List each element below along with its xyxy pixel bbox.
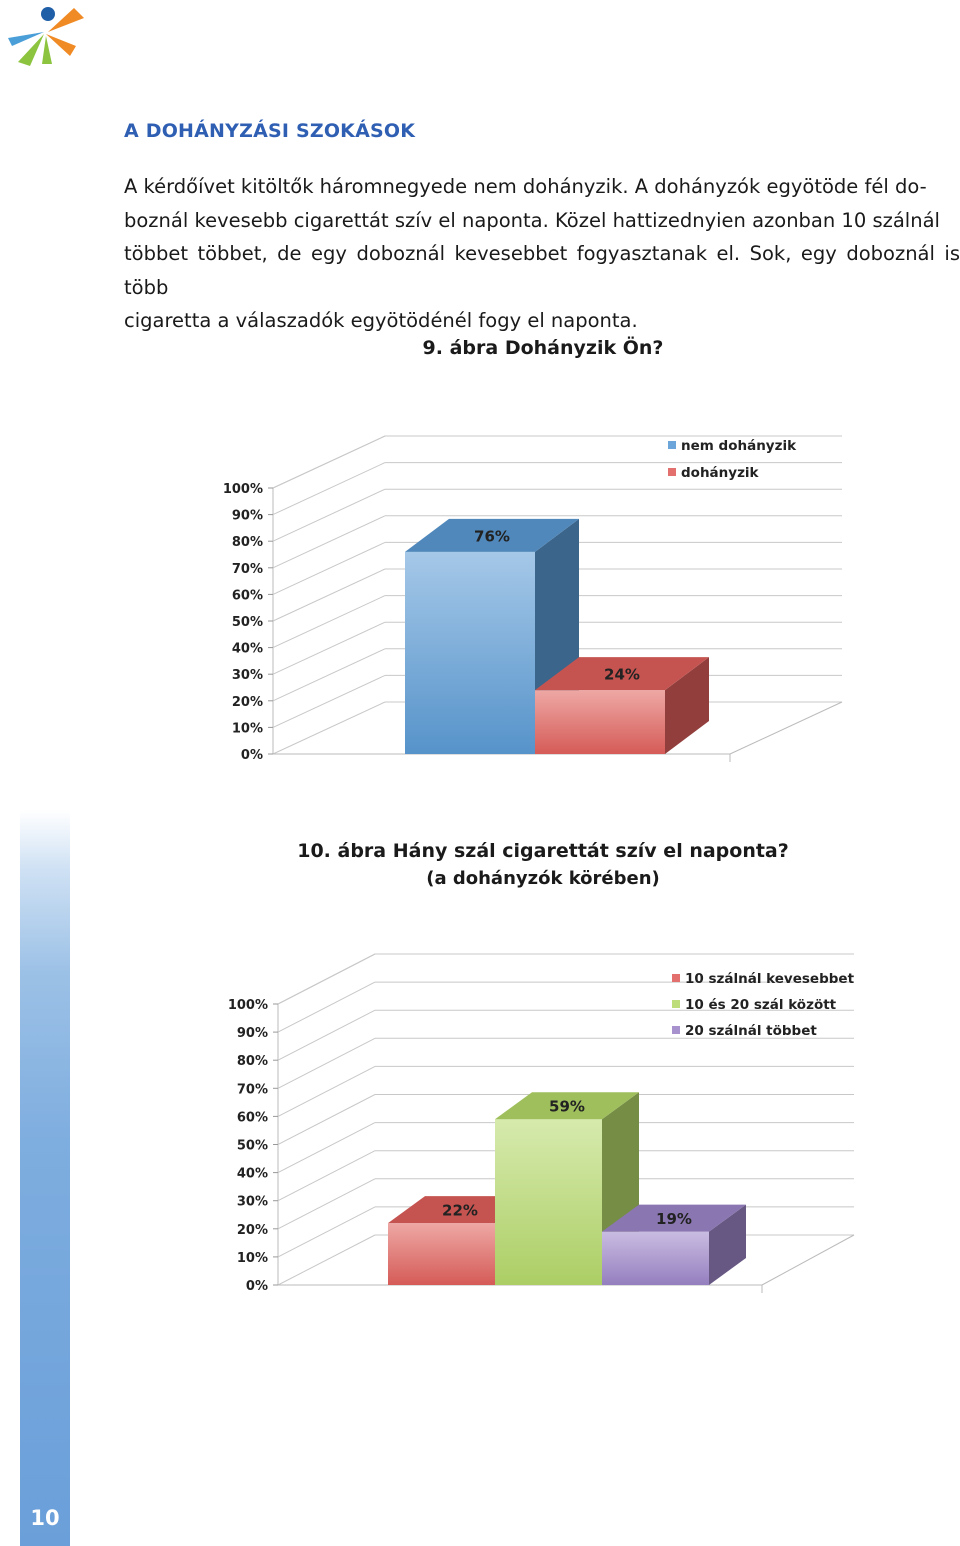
figure2-caption: 10. ábra Hány szál cigarettát szív el na… [297, 840, 789, 862]
legend-label: 10 szálnál kevesebbet [685, 971, 855, 987]
legend-label: 10 és 20 szál között [685, 997, 837, 1013]
bar [535, 690, 665, 754]
data-label: 19% [656, 1210, 692, 1228]
bar-top [602, 1204, 746, 1232]
y-tick-label: 100% [228, 998, 268, 1013]
body-paragraph: A kérdőívet kitöltők háromnegyede nem do… [124, 170, 960, 338]
y-tick-label: 10% [237, 1251, 268, 1266]
legend-swatch [672, 974, 680, 982]
y-tick-label: 80% [232, 535, 263, 550]
legend-swatch [668, 441, 676, 449]
gridline-diagonal [277, 1094, 376, 1145]
y-tick-label: 100% [223, 482, 263, 497]
y-tick-label: 10% [232, 721, 263, 736]
bar-side [709, 1204, 746, 1285]
bar-top [405, 518, 579, 552]
gridline-diagonal [272, 488, 386, 542]
y-tick-label: 0% [246, 1279, 268, 1294]
bar [405, 551, 535, 754]
y-tick-label: 60% [232, 588, 263, 603]
sidebar-decoration [20, 810, 70, 1546]
y-tick-label: 90% [232, 509, 263, 524]
gridline-diagonal [272, 462, 386, 516]
y-tick-label: 20% [232, 695, 263, 710]
bar-top [535, 657, 709, 691]
gridline-diagonal [277, 1234, 376, 1286]
y-tick-label: 40% [237, 1167, 268, 1182]
bar [602, 1231, 709, 1285]
legend-swatch [668, 468, 676, 476]
gridline-diagonal [272, 435, 386, 489]
legend-label: dohányzik [681, 465, 760, 481]
gridline-diagonal [272, 674, 386, 728]
logo-icon [8, 7, 84, 66]
gridline-diagonal [277, 1065, 376, 1117]
y-tick-label: 0% [241, 748, 263, 763]
y-tick-label: 30% [237, 1195, 268, 1210]
floor-right-edge [761, 1234, 855, 1286]
gridline-diagonal [277, 1206, 376, 1258]
legend-label: 20 szálnál többet [685, 1023, 817, 1039]
y-tick-label: 30% [232, 668, 263, 683]
gridline-diagonal [277, 1150, 376, 1202]
gridline-diagonal [272, 595, 386, 649]
y-tick-label: 80% [237, 1054, 268, 1069]
data-label: 59% [549, 1098, 585, 1116]
data-label: 24% [604, 666, 640, 684]
bar-top [495, 1092, 639, 1120]
figure2-subcaption: (a dohányzók körében) [426, 868, 660, 889]
y-tick-label: 60% [237, 1110, 268, 1125]
gridline-diagonal [272, 568, 386, 622]
gridline-diagonal [277, 1037, 376, 1089]
y-tick-label: 70% [232, 562, 263, 577]
legend-label: nem dohányzik [681, 438, 797, 454]
y-tick-label: 50% [232, 615, 263, 630]
legend-swatch [672, 1026, 680, 1034]
figure1-caption: 9. ábra Dohányzik Ön? [422, 337, 664, 359]
bar [495, 1119, 602, 1285]
figure1-bar-chart: 0% 10% 20% 30% 40% 50% 60% 70% 80% 90% 100% 76% 24% n… [223, 435, 843, 763]
y-tick-label: 50% [237, 1139, 268, 1154]
gridline-diagonal [272, 701, 386, 755]
y-tick-label: 20% [237, 1223, 268, 1238]
legend-swatch [672, 1000, 680, 1008]
bar [388, 1223, 495, 1285]
gridline-diagonal [277, 981, 376, 1033]
paragraph-line: többet többet, de egy doboznál kevesebbe… [124, 242, 960, 299]
gridline-diagonal [272, 621, 386, 675]
data-label: 76% [474, 527, 510, 545]
y-tick-label: 40% [232, 642, 263, 657]
data-label: 22% [442, 1202, 478, 1220]
gridline-diagonal [277, 953, 376, 1005]
section-title: A DOHÁNYZÁSI SZOKÁSOK [124, 120, 416, 142]
gridline-diagonal [272, 648, 386, 702]
gridline-diagonal [277, 1122, 376, 1174]
gridline-diagonal [272, 541, 386, 595]
gridline-diagonal [272, 515, 386, 569]
bar-side [665, 657, 709, 754]
y-tick-label: 90% [237, 1026, 268, 1041]
paragraph-line: cigaretta a válaszadók egyötödénél fogy … [124, 309, 638, 332]
gridline-diagonal [277, 1009, 376, 1061]
y-tick-label: 70% [237, 1082, 268, 1097]
paragraph-line: A kérdőívet kitöltők háromnegyede nem do… [124, 175, 927, 198]
gridline-diagonal [277, 1178, 376, 1230]
page-number: 10 [30, 1506, 60, 1530]
floor-right-edge [729, 701, 843, 755]
paragraph-line: boznál kevesebb cigarettát szív el napon… [124, 208, 940, 232]
